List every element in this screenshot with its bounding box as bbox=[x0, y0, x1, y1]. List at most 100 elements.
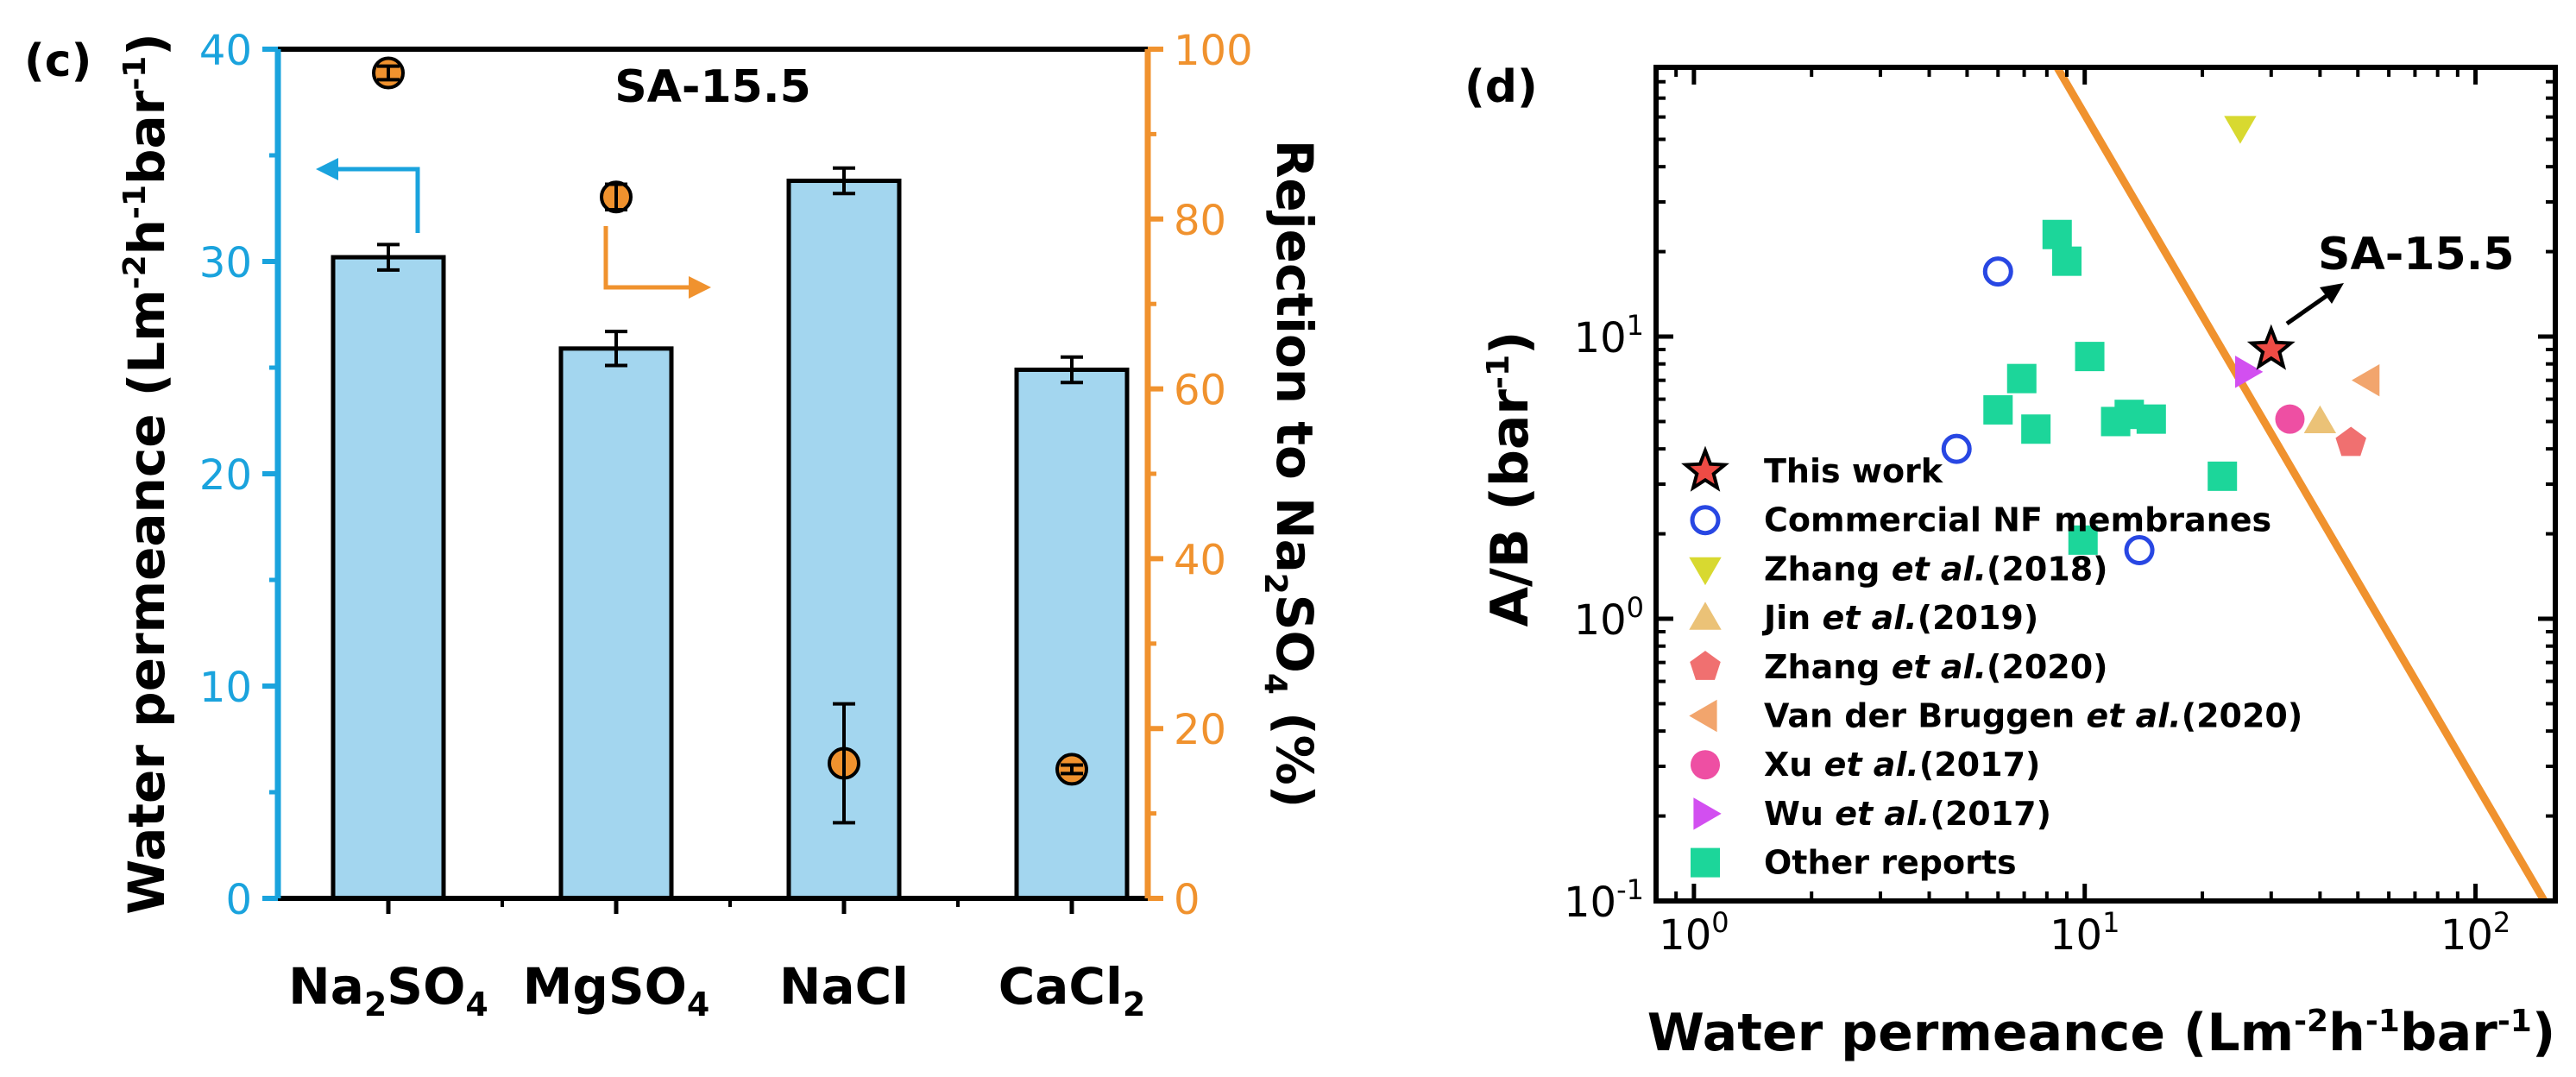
point-circle-open bbox=[2124, 535, 2155, 566]
legend-label: Van der Bruggen et al.(2020) bbox=[1764, 697, 2302, 735]
point-square bbox=[2052, 246, 2082, 276]
panel-d: (d) 100 101 102 10-1 100 101 SA-15.5 This wo… bbox=[1464, 61, 2558, 1063]
point-triangle-right bbox=[2235, 356, 2264, 388]
right-axis-arrow bbox=[603, 226, 711, 299]
annotation-label: SA-15.5 bbox=[2318, 229, 2515, 280]
left-axis-arrow bbox=[316, 158, 420, 233]
legend-marker-square bbox=[1691, 847, 1720, 878]
legend-item: Other reports bbox=[1691, 844, 2017, 882]
x-tick-label: Na2SO4 bbox=[288, 957, 488, 1023]
y-tick-label: 101 bbox=[1574, 309, 1644, 362]
legend-marker-triangle-down bbox=[1689, 557, 1722, 586]
legend-marker-star bbox=[1681, 445, 1729, 492]
point-square bbox=[1983, 394, 2013, 425]
right-tick-label: 80 bbox=[1174, 197, 1226, 245]
legend-label: Jin et al.(2019) bbox=[1761, 599, 2038, 637]
right-tick-label: 20 bbox=[1174, 706, 1226, 754]
left-axis-label: Water permeance (Lm-2h-1bar-1) bbox=[117, 33, 176, 914]
legend-marker-triangle-up bbox=[1689, 601, 1722, 630]
legend-label: Other reports bbox=[1764, 844, 2017, 882]
point-square bbox=[2068, 525, 2098, 555]
legend-marker-triangle-left bbox=[1689, 699, 1717, 733]
legend-label: This work bbox=[1764, 452, 1943, 490]
trade-off-line-segment bbox=[2053, 67, 2548, 901]
legend-marker-circle bbox=[1691, 750, 1720, 780]
legend-item: Zhang et al.(2018) bbox=[1689, 550, 2108, 588]
bar-MgSO4 bbox=[558, 346, 674, 901]
legend-marker-triangle-right bbox=[1693, 797, 1722, 830]
legend-marker-pentagon bbox=[1690, 651, 1721, 680]
annotation-arrow bbox=[2285, 283, 2344, 326]
y-tick-labels: 10-1 100 101 bbox=[1564, 309, 1644, 927]
x-tick-label: 102 bbox=[2441, 906, 2510, 960]
left-tick-label: 40 bbox=[199, 27, 252, 75]
legend-label: Zhang et al.(2018) bbox=[1764, 550, 2108, 588]
right-tick-label: 40 bbox=[1174, 536, 1226, 584]
error-bar-Na2SO4 bbox=[377, 242, 400, 272]
legend-label: Zhang et al.(2020) bbox=[1764, 648, 2108, 686]
legend-item: Jin et al.(2019) bbox=[1689, 599, 2038, 637]
panel-d-label: (d) bbox=[1464, 61, 1538, 113]
x-tick-label: MgSO4 bbox=[523, 957, 710, 1023]
point-square bbox=[2075, 342, 2105, 372]
x-tick-labels: 100 101 102 bbox=[1659, 906, 2510, 960]
bar-group bbox=[331, 179, 1130, 901]
legend-item: Wu et al.(2017) bbox=[1693, 795, 2051, 833]
point-pentagon bbox=[2335, 426, 2367, 457]
rejection-point-MgSO4 bbox=[600, 180, 633, 214]
legend-marker-circle-open bbox=[1690, 505, 1721, 536]
left-tick-label: 20 bbox=[199, 451, 252, 500]
right-tick-label: 100 bbox=[1174, 27, 1253, 75]
error-bar-CaCl2 bbox=[1061, 355, 1083, 385]
right-tick-label: 0 bbox=[1174, 876, 1200, 924]
x-tick-label: 100 bbox=[1659, 906, 1729, 960]
point-square bbox=[2006, 363, 2037, 394]
y-tick-label: 100 bbox=[1574, 591, 1644, 645]
point-circle-open bbox=[1941, 433, 1972, 464]
bar-error-bars bbox=[377, 166, 1083, 385]
rejection-point-CaCl2 bbox=[1055, 753, 1088, 786]
legend-item: Van der Bruggen et al.(2020) bbox=[1689, 697, 2302, 735]
rejection-points bbox=[372, 56, 1088, 825]
log-ticks bbox=[1654, 66, 2555, 904]
x-ticks bbox=[386, 898, 1074, 914]
left-y-ticks: 0 10 20 30 40 bbox=[199, 27, 278, 924]
left-tick-label: 0 bbox=[225, 876, 252, 924]
rejection-point-NaCl bbox=[828, 702, 860, 825]
point-square bbox=[2021, 414, 2051, 444]
point-circle bbox=[2275, 404, 2305, 434]
x-tick-label: NaCl bbox=[779, 957, 909, 1016]
rejection-point-Na2SO4 bbox=[372, 56, 405, 90]
left-tick-label: 30 bbox=[199, 239, 252, 287]
bar-CaCl2 bbox=[1014, 367, 1130, 901]
point-star bbox=[2246, 324, 2296, 370]
point-triangle-left bbox=[2352, 363, 2380, 397]
point-square bbox=[2208, 461, 2238, 491]
legend-item: Commercial NF membranes bbox=[1690, 501, 2271, 539]
legend-item: Zhang et al.(2020) bbox=[1690, 648, 2108, 686]
scatter-points bbox=[1941, 116, 2380, 566]
point-square bbox=[2136, 404, 2166, 434]
x-tick-label: 101 bbox=[2050, 906, 2119, 960]
sample-title: SA-15.5 bbox=[614, 61, 811, 113]
legend: This work Commercial NF membranes Zhang et… bbox=[1681, 445, 2302, 882]
trade-off-line bbox=[2053, 67, 2548, 901]
point-circle-open bbox=[1982, 256, 2013, 287]
panel-c-label: (c) bbox=[24, 35, 91, 87]
point-square bbox=[2042, 219, 2072, 249]
right-axis-label: Rejection to Na2SO4 (%) bbox=[1257, 140, 1324, 809]
left-tick-label: 10 bbox=[199, 664, 252, 712]
legend-item: This work bbox=[1681, 445, 1943, 492]
y-tick-label: 10-1 bbox=[1564, 873, 1644, 927]
point-triangle-up bbox=[2303, 405, 2337, 434]
right-y-ticks: 0 20 40 60 80 100 bbox=[1148, 27, 1253, 924]
legend-label: Commercial NF membranes bbox=[1764, 501, 2271, 539]
point-triangle-down bbox=[2224, 116, 2257, 144]
legend-label: Xu et al.(2017) bbox=[1764, 746, 2040, 784]
error-bar-NaCl bbox=[833, 166, 855, 196]
panel-c: (c) 0 10 20 30 40 0 20 40 60 80 100 Na2SO4 MgSO4 Na… bbox=[24, 27, 1324, 1023]
legend-label: Wu et al.(2017) bbox=[1764, 795, 2051, 833]
error-bar-MgSO4 bbox=[605, 330, 627, 368]
right-tick-label: 60 bbox=[1174, 367, 1226, 415]
